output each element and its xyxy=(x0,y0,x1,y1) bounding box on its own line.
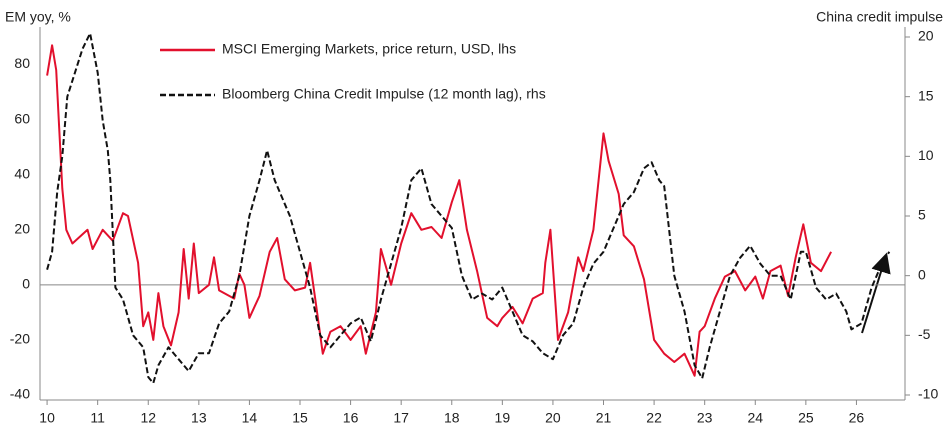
arrow xyxy=(861,252,891,334)
y-tick-label: 40 xyxy=(14,165,30,181)
y2-tick-label: 20 xyxy=(918,28,934,44)
y2-tick-label: -10 xyxy=(918,386,938,402)
x-tick-label: 16 xyxy=(343,410,359,426)
x-tick-label: 20 xyxy=(545,410,561,426)
y-tick-label: -20 xyxy=(10,331,30,347)
legend-label: MSCI Emerging Markets, price return, USD… xyxy=(222,41,516,57)
x-tick-label: 13 xyxy=(191,410,207,426)
x-tick-label: 24 xyxy=(747,410,763,426)
y2-tick-label: 5 xyxy=(918,207,926,223)
x-tick-label: 22 xyxy=(646,410,662,426)
y-tick-label: 80 xyxy=(14,55,30,71)
x-tick-label: 11 xyxy=(90,410,105,426)
y2-axis-label: China credit impulse xyxy=(816,9,943,25)
series-line xyxy=(46,44,832,377)
x-tick-label: 18 xyxy=(444,410,460,426)
x-tick-label: 15 xyxy=(292,410,308,426)
x-tick-label: 10 xyxy=(39,410,55,426)
x-tick-label: 17 xyxy=(393,410,409,426)
y-tick-label: 60 xyxy=(14,110,30,126)
y2-tick-label: 15 xyxy=(918,87,934,103)
x-tick-label: 12 xyxy=(140,410,156,426)
x-tick-label: 25 xyxy=(798,410,814,426)
y-tick-label: 0 xyxy=(22,276,30,292)
legend-label: Bloomberg China Credit Impulse (12 month… xyxy=(222,86,546,102)
series-line xyxy=(46,32,891,385)
x-tick-label: 23 xyxy=(697,410,713,426)
y-tick-label: -40 xyxy=(10,386,30,402)
x-tick-label: 19 xyxy=(495,410,511,426)
x-tick-label: 21 xyxy=(596,410,612,426)
y-tick-label: 20 xyxy=(14,220,30,236)
x-tick-label: 14 xyxy=(242,410,258,426)
x-tick-label: 26 xyxy=(849,410,865,426)
y2-tick-label: 10 xyxy=(918,147,934,163)
y2-tick-label: 0 xyxy=(918,266,926,282)
y-axis-label: EM yoy, % xyxy=(5,9,71,25)
y2-tick-label: -5 xyxy=(918,326,931,342)
